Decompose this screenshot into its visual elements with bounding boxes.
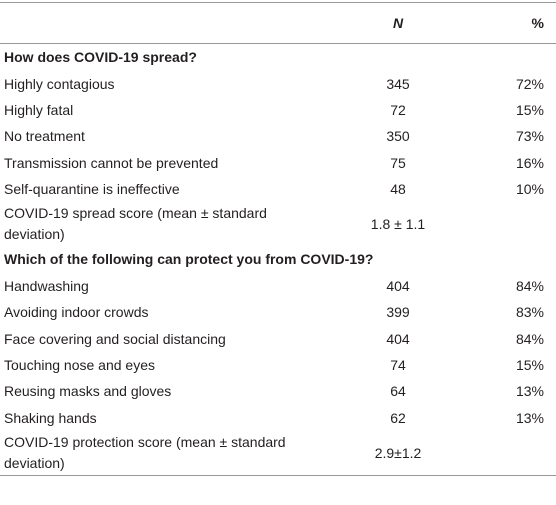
row-label: Reusing masks and gloves — [4, 383, 172, 400]
table-row: Handwashing 404 84% — [0, 273, 556, 299]
pct-cell: 13% — [515, 383, 544, 400]
n-cell: 345 — [386, 75, 410, 92]
table-row: Transmission cannot be prevented 75 16% — [0, 150, 556, 176]
n-cell: 1.8 ± 1.1 — [370, 215, 426, 232]
n-cell: 72 — [390, 101, 406, 118]
pct-cell: 83% — [515, 304, 544, 321]
section-title: Which of the following can protect you f… — [4, 251, 374, 268]
table-row: Highly fatal 72 15% — [0, 97, 556, 123]
row-label-text: COVID-19 spread score (mean ± standard d… — [4, 205, 267, 243]
row-label: Highly fatal — [4, 101, 74, 118]
row-label: Shaking hands — [4, 409, 97, 426]
pct-cell: 73% — [515, 128, 544, 145]
data-table: N % How does COVID-19 spread? Highly cont… — [0, 2, 556, 477]
header-row: N % — [0, 2, 556, 44]
header-cell — [0, 2, 338, 44]
table-row: COVID-19 spread score (mean ± standard d… — [0, 202, 556, 246]
n-cell: 75 — [390, 154, 406, 171]
n-cell: 404 — [386, 330, 410, 347]
table-row: Shaking hands 62 13% — [0, 405, 556, 431]
table-row: COVID-19 protection score (mean ± standa… — [0, 431, 556, 477]
n-cell: 74 — [390, 357, 406, 374]
row-label: Face covering and social distancing — [4, 330, 226, 347]
pct-cell: 13% — [515, 409, 544, 426]
pct-cell: 84% — [515, 330, 544, 347]
row-label: Transmission cannot be prevented — [4, 154, 219, 171]
pct-cell: 16% — [515, 154, 544, 171]
pct-cell: 10% — [515, 180, 544, 197]
table-row: Reusing masks and gloves 64 13% — [0, 379, 556, 405]
row-label: Avoiding indoor crowds — [4, 304, 149, 321]
pct-cell: 15% — [515, 357, 544, 374]
pct-cell — [462, 202, 556, 246]
pct-cell: 15% — [515, 101, 544, 118]
section-title: How does COVID-19 spread? — [4, 49, 197, 65]
row-label: Touching nose and eyes — [4, 357, 155, 374]
n-cell: 350 — [386, 128, 410, 145]
row-label: No treatment — [4, 128, 85, 145]
table-row: Face covering and social distancing 404 84… — [0, 326, 556, 352]
pct-cell: 84% — [515, 278, 544, 295]
row-label-text: COVID-19 protection score (mean ± standa… — [4, 434, 286, 472]
pct-cell — [462, 431, 556, 477]
n-cell: 404 — [386, 278, 410, 295]
table-row: Self-quarantine is ineffective 48 10% — [0, 176, 556, 202]
n-cell: 48 — [390, 180, 406, 197]
n-cell: 64 — [390, 383, 406, 400]
row-label: Handwashing — [4, 278, 89, 295]
pct-cell: 72% — [515, 75, 544, 92]
table-body: N % How does COVID-19 spread? Highly cont… — [0, 2, 556, 477]
row-label: Highly contagious — [4, 75, 115, 92]
section-row: How does COVID-19 spread? — [0, 44, 556, 72]
n-cell: 62 — [390, 409, 406, 426]
table-row: Avoiding indoor crowds 399 83% — [0, 300, 556, 326]
row-label: COVID-19 spread score (mean ± standard d… — [0, 202, 338, 246]
header-cell: % — [462, 2, 556, 44]
section-row: Which of the following can protect you f… — [0, 246, 556, 273]
n-cell: 399 — [386, 304, 410, 321]
header-cell: N — [338, 2, 462, 44]
row-label: COVID-19 protection score (mean ± standa… — [0, 431, 338, 477]
table-row: Highly contagious 345 72% — [0, 71, 556, 97]
n-cell: 2.9±1.2 — [338, 431, 462, 477]
table-row: Touching nose and eyes 74 15% — [0, 352, 556, 378]
row-label: Self-quarantine is ineffective — [4, 180, 180, 197]
table-row: No treatment 350 73% — [0, 124, 556, 150]
